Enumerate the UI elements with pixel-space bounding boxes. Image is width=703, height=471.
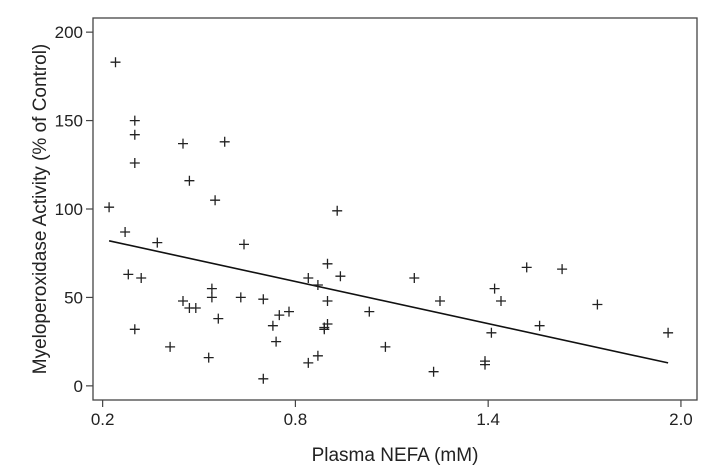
data-point: [322, 319, 333, 329]
data-point: [165, 341, 176, 352]
data-point: [521, 262, 532, 273]
data-point: [435, 296, 445, 306]
data-point: [319, 324, 330, 335]
x-axis-title: Plasma NEFA (mM): [312, 445, 479, 466]
data-point: [129, 158, 140, 168]
data-point: [203, 352, 214, 363]
data-point: [303, 357, 314, 368]
x-tick-label: 1.4: [476, 410, 500, 429]
data-point: [152, 237, 163, 248]
data-point: [312, 350, 323, 361]
data-point: [267, 320, 278, 331]
data-point: [219, 136, 230, 147]
data-point: [129, 324, 140, 335]
y-tick-label: 50: [64, 288, 83, 307]
data-point: [120, 227, 131, 237]
data-point: [428, 366, 439, 377]
data-point: [206, 283, 217, 294]
data-point: [184, 175, 195, 186]
y-axis-title: Myeloperoxidase Activity (% of Control): [30, 44, 51, 375]
data-point: [663, 327, 674, 338]
data-point: [486, 327, 497, 338]
data-point: [129, 115, 140, 126]
data-point: [274, 310, 285, 321]
regression-line-group: [108, 240, 669, 364]
y-axis-ticks: 0 50 100 150 200: [55, 23, 93, 396]
data-point: [284, 306, 294, 317]
data-point: [303, 273, 314, 283]
data-point: [271, 336, 282, 347]
data-point: [496, 296, 506, 306]
data-point: [213, 313, 224, 324]
data-point: [235, 292, 246, 303]
data-points: [104, 57, 674, 384]
y-tick-label: 0: [74, 377, 83, 396]
x-axis-ticks: 0.2 0.8 1.4 2.0: [91, 400, 693, 429]
y-tick-label: 200: [55, 23, 83, 42]
data-point: [129, 129, 140, 140]
data-point: [364, 306, 375, 317]
data-point: [312, 280, 323, 290]
plot-frame: [92, 17, 698, 401]
data-point: [258, 294, 269, 305]
x-tick-label: 2.0: [669, 410, 693, 429]
data-point: [534, 320, 545, 331]
data-point: [557, 264, 568, 275]
data-point: [322, 258, 333, 269]
data-point: [190, 303, 201, 313]
data-point: [592, 299, 603, 310]
data-point: [210, 195, 221, 206]
data-point: [178, 138, 188, 149]
x-tick-label: 0.8: [284, 410, 308, 429]
data-point: [123, 269, 134, 280]
data-point: [380, 341, 391, 352]
data-point: [322, 296, 333, 306]
x-tick-label: 0.2: [91, 410, 115, 429]
y-tick-label: 100: [55, 200, 83, 219]
data-point: [206, 292, 217, 303]
data-point: [335, 271, 346, 282]
data-point: [110, 57, 121, 68]
data-point: [258, 373, 269, 384]
y-tick-label: 150: [55, 112, 83, 131]
data-point: [480, 359, 490, 370]
regression-line: [108, 240, 669, 364]
data-point: [239, 239, 249, 250]
data-point: [332, 205, 343, 216]
data-point: [489, 283, 500, 294]
data-point: [136, 273, 147, 283]
data-point: [104, 202, 115, 213]
data-point: [178, 296, 188, 306]
data-point: [409, 273, 420, 283]
